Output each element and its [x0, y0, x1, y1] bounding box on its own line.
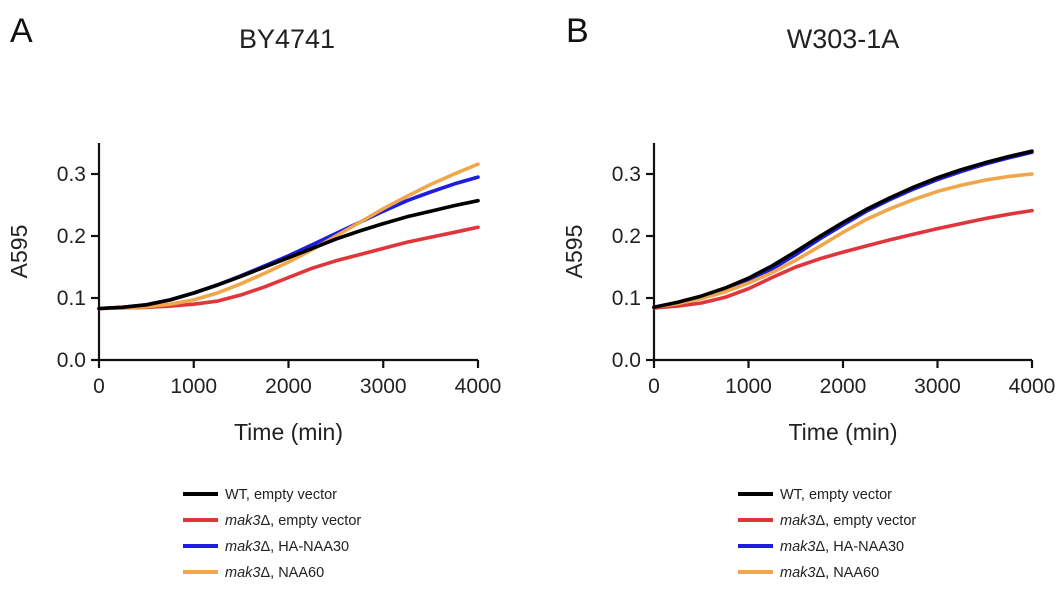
y-axis-label: A595: [6, 225, 32, 279]
x-axis-label: Time (min): [788, 419, 897, 445]
y-tick-label: 0.3: [57, 163, 86, 186]
y-tick-label: 0.2: [612, 225, 641, 248]
series-line-mak3-naa30: [97, 175, 480, 311]
legend-label-italic: mak3: [780, 513, 815, 529]
legend-label-text: Δ, NAA60: [260, 565, 324, 581]
legend-label-text: Δ, empty vector: [260, 513, 361, 529]
legend-label-italic: mak3: [780, 539, 815, 555]
legend-label-text: Δ, HA-NAA30: [260, 539, 349, 555]
x-tick-label: 3000: [914, 375, 961, 398]
x-tick-label: 0: [93, 375, 105, 398]
chart-title: BY4741: [239, 24, 335, 54]
y-axis-label: A595: [561, 225, 587, 279]
legend-label-text: WT, empty vector: [225, 487, 337, 503]
legend-label: mak3Δ, HA-NAA30: [225, 539, 349, 555]
x-tick-label: 1000: [170, 375, 217, 398]
x-tick-label: 1000: [725, 375, 772, 398]
panel-letter: B: [566, 12, 589, 50]
x-axis-label: Time (min): [234, 419, 343, 445]
legend-label-text: Δ, empty vector: [815, 513, 916, 529]
legend-label-italic: mak3: [780, 565, 815, 581]
y-tick-label: 0.0: [612, 349, 641, 372]
legend-label-italic: mak3: [225, 513, 260, 529]
series-line-mak3-naa30: [652, 150, 1034, 310]
legend-label: mak3Δ, empty vector: [225, 513, 361, 529]
legend-label-italic: mak3: [225, 539, 260, 555]
legend-label: mak3Δ, empty vector: [780, 513, 916, 529]
x-tick-label: 4000: [1009, 375, 1056, 398]
chart-title: W303-1A: [787, 24, 900, 54]
chart-panel-b: B W303-1A 0.0 0.1 0.2 0.3 0 1000 2000 3000 4000 Tim…: [561, 12, 1055, 581]
series-line-mak3-naa60: [652, 172, 1034, 310]
x-tick-label: 4000: [455, 375, 502, 398]
legend-label: mak3Δ, NAA60: [780, 565, 879, 581]
y-tick-label: 0.0: [57, 349, 86, 372]
legend-label: mak3Δ, NAA60: [225, 565, 324, 581]
legend-label: mak3Δ, HA-NAA30: [780, 539, 904, 555]
legend-label: WT, empty vector: [225, 487, 337, 503]
panel-letter: A: [10, 12, 33, 50]
legend-label: WT, empty vector: [780, 487, 892, 503]
series-line-mak3-empty: [652, 208, 1034, 310]
x-tick-label: 2000: [265, 375, 312, 398]
series-line-wt: [652, 149, 1034, 310]
legend-label-text: Δ, NAA60: [815, 565, 879, 581]
x-tick-label: 0: [648, 375, 660, 398]
y-tick-label: 0.1: [612, 287, 641, 310]
legend-label-italic: mak3: [225, 565, 260, 581]
legend-label-text: WT, empty vector: [780, 487, 892, 503]
y-tick-label: 0.2: [57, 225, 86, 248]
y-tick-label: 0.1: [57, 287, 86, 310]
chart-panel-a: A BY4741 0.0 0.1 0.2 0.3 0 1000 2000 3000 4000 Time…: [6, 12, 501, 581]
x-tick-label: 3000: [360, 375, 407, 398]
series-line-mak3-empty: [97, 225, 480, 311]
series-line-wt: [97, 198, 480, 311]
series-line-mak3-naa60: [97, 162, 480, 311]
legend-label-text: Δ, HA-NAA30: [815, 539, 904, 555]
y-tick-label: 0.3: [612, 163, 641, 186]
x-tick-label: 2000: [820, 375, 867, 398]
